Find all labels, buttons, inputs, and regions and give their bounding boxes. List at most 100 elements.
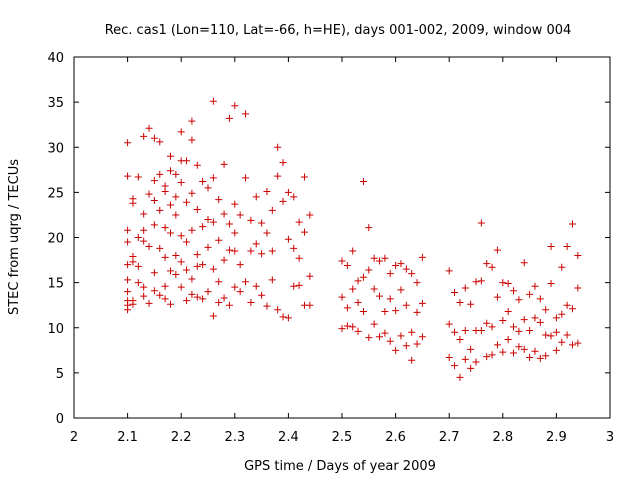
data-point: [397, 286, 405, 294]
data-point: [418, 253, 426, 261]
data-point: [215, 298, 223, 306]
data-point: [199, 261, 207, 269]
data-point: [172, 211, 180, 219]
data-point: [225, 220, 233, 228]
data-point: [526, 290, 534, 298]
data-point: [242, 110, 250, 118]
data-point: [140, 292, 148, 300]
data-point: [376, 292, 384, 300]
data-point: [263, 229, 271, 237]
data-point: [300, 228, 308, 236]
data-point: [134, 173, 142, 181]
data-point: [451, 328, 459, 336]
data-point: [290, 282, 298, 290]
data-point: [268, 206, 276, 214]
data-point: [365, 334, 373, 342]
data-point: [166, 300, 174, 308]
data-point: [129, 300, 137, 308]
data-point: [456, 298, 464, 306]
data-point: [161, 224, 169, 232]
data-point: [209, 218, 217, 226]
data-point: [504, 308, 512, 316]
data-point: [397, 332, 405, 340]
data-point: [472, 278, 480, 286]
data-point: [338, 325, 346, 333]
data-point: [376, 257, 384, 265]
data-point: [493, 293, 501, 301]
data-point: [359, 273, 367, 281]
data-point: [451, 362, 459, 370]
data-point: [338, 293, 346, 301]
data-point: [220, 210, 228, 218]
data-point: [483, 353, 491, 361]
data-point: [199, 223, 207, 231]
y-tick-label: 20: [47, 232, 64, 247]
y-tick-label: 30: [47, 141, 64, 156]
data-point: [365, 266, 373, 274]
data-point: [488, 351, 496, 359]
y-tick-label: 10: [47, 322, 64, 337]
data-point: [215, 196, 223, 204]
data-point: [531, 314, 539, 322]
data-point: [204, 288, 212, 296]
data-point: [279, 159, 287, 167]
data-point: [209, 265, 217, 273]
data-point: [461, 355, 469, 363]
data-point: [386, 295, 394, 303]
data-point: [343, 304, 351, 312]
data-point: [177, 258, 185, 266]
data-point: [515, 327, 523, 335]
x-tick-label: 2.3: [224, 430, 245, 445]
data-point: [338, 257, 346, 265]
data-point: [472, 358, 480, 366]
data-point: [193, 293, 201, 301]
data-point: [520, 259, 528, 267]
x-tick-label: 2.5: [332, 430, 353, 445]
data-point: [381, 329, 389, 337]
data-point: [402, 265, 410, 273]
data-point: [166, 152, 174, 160]
data-point: [456, 373, 464, 381]
data-point: [365, 224, 373, 232]
data-point: [231, 229, 239, 237]
data-point: [552, 314, 560, 322]
data-point: [349, 285, 357, 293]
data-point: [306, 272, 314, 280]
y-tick-label: 5: [56, 367, 64, 382]
data-point: [140, 226, 148, 234]
data-point: [193, 206, 201, 214]
data-point: [150, 287, 158, 295]
data-point: [177, 283, 185, 291]
data-point: [536, 318, 544, 326]
data-point: [499, 317, 507, 325]
data-point: [199, 295, 207, 303]
data-point: [300, 173, 308, 181]
data-point: [145, 299, 153, 307]
data-point: [306, 301, 314, 309]
data-point: [467, 300, 475, 308]
data-point: [124, 226, 132, 234]
data-point: [392, 261, 400, 269]
data-point: [515, 296, 523, 304]
data-point: [381, 308, 389, 316]
data-point: [445, 354, 453, 362]
data-point: [129, 258, 137, 266]
data-point: [568, 220, 576, 228]
data-point: [510, 323, 518, 331]
data-points: [124, 97, 582, 381]
x-axis-label: GPS time / Days of year 2009: [244, 459, 436, 474]
data-point: [284, 314, 292, 322]
data-point: [231, 283, 239, 291]
data-point: [542, 306, 550, 314]
data-point: [402, 342, 410, 350]
data-point: [172, 252, 180, 260]
data-point: [467, 345, 475, 353]
data-point: [263, 187, 271, 195]
data-point: [493, 246, 501, 254]
data-point: [483, 319, 491, 327]
data-point: [370, 254, 378, 262]
data-point: [220, 256, 228, 264]
data-point: [156, 291, 164, 299]
data-point: [263, 302, 271, 310]
data-point: [547, 332, 555, 340]
